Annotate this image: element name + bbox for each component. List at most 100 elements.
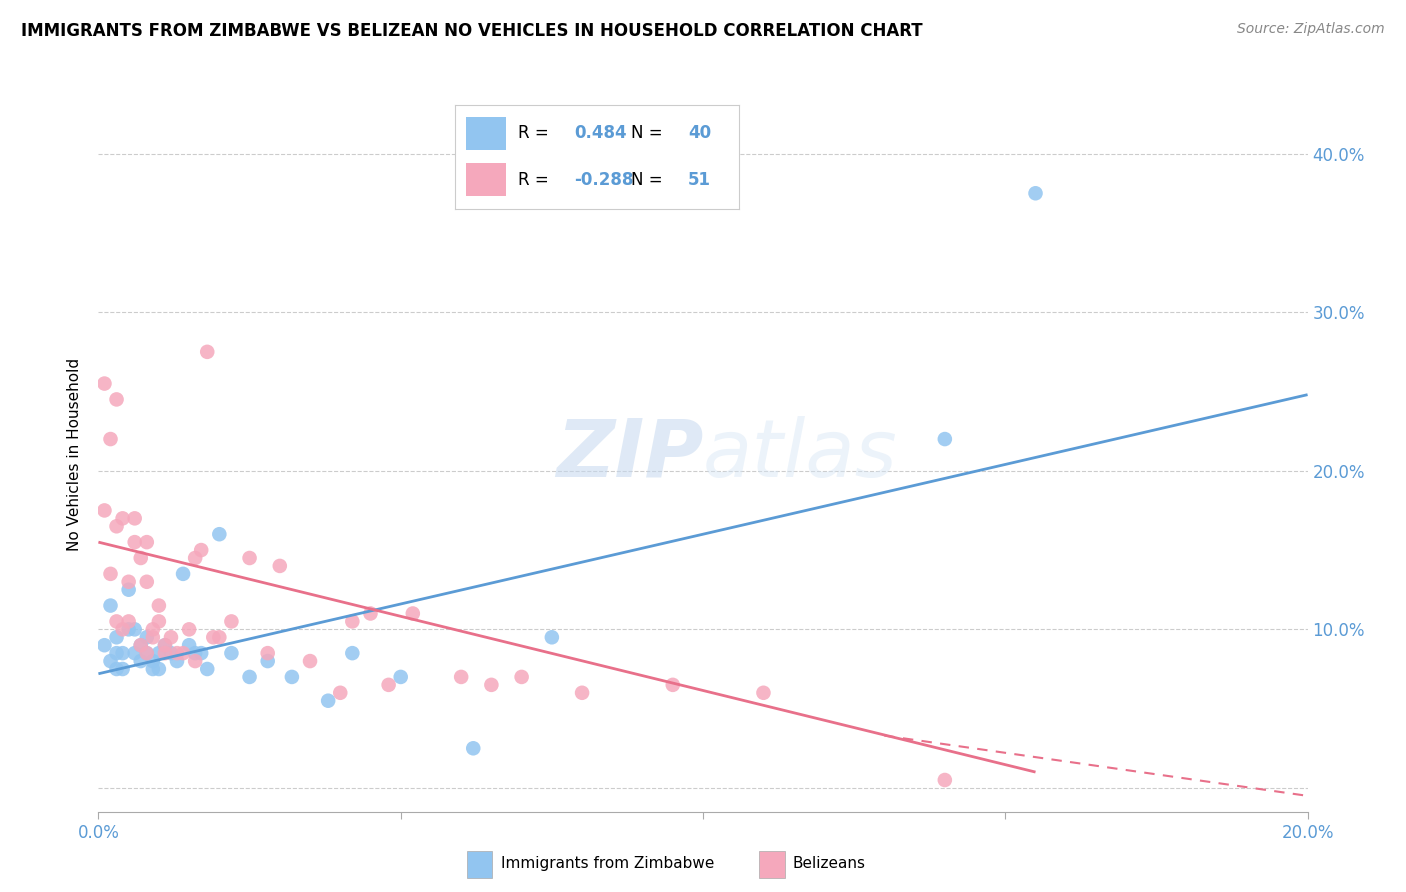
Point: [129, 551, 152, 566]
Point: [111, 623, 134, 637]
Point: [111, 646, 134, 660]
Point: [256, 654, 278, 668]
Point: [184, 646, 207, 660]
FancyBboxPatch shape: [759, 851, 785, 878]
Point: [463, 741, 485, 756]
Y-axis label: No Vehicles in Household: No Vehicles in Household: [67, 359, 83, 551]
Point: [148, 662, 170, 676]
Point: [316, 694, 339, 708]
Point: [184, 654, 207, 668]
Point: [1024, 186, 1046, 201]
Point: [221, 615, 243, 629]
Point: [221, 646, 243, 660]
Point: [256, 646, 278, 660]
Point: [129, 638, 152, 652]
Point: [93, 503, 115, 517]
Text: atlas: atlas: [703, 416, 898, 494]
Point: [148, 599, 170, 613]
Point: [142, 630, 165, 644]
Point: [93, 376, 115, 391]
Point: [100, 599, 122, 613]
Point: [208, 630, 231, 644]
Point: [342, 615, 364, 629]
Point: [190, 646, 212, 660]
Point: [100, 432, 122, 446]
Point: [105, 646, 128, 660]
Point: [153, 638, 176, 652]
Point: [105, 392, 128, 407]
Text: ZIP: ZIP: [555, 416, 703, 494]
Point: [190, 543, 212, 558]
Point: [360, 607, 382, 621]
Point: [105, 662, 128, 676]
Point: [450, 670, 472, 684]
Point: [239, 670, 262, 684]
Point: [540, 630, 562, 644]
Point: [202, 630, 225, 644]
Point: [118, 582, 141, 597]
Point: [105, 615, 128, 629]
Point: [160, 646, 183, 660]
Text: Immigrants from Zimbabwe: Immigrants from Zimbabwe: [501, 855, 714, 871]
Point: [142, 654, 165, 668]
Point: [93, 638, 115, 652]
Point: [142, 662, 165, 676]
Point: [111, 511, 134, 525]
Point: [118, 615, 141, 629]
Point: [135, 646, 157, 660]
Point: [389, 670, 412, 684]
Point: [377, 678, 399, 692]
FancyBboxPatch shape: [467, 851, 492, 878]
Point: [662, 678, 685, 692]
Text: IMMIGRANTS FROM ZIMBABWE VS BELIZEAN NO VEHICLES IN HOUSEHOLD CORRELATION CHART: IMMIGRANTS FROM ZIMBABWE VS BELIZEAN NO …: [21, 22, 922, 40]
Point: [172, 646, 194, 660]
Point: [281, 670, 304, 684]
Point: [299, 654, 322, 668]
Point: [135, 574, 157, 589]
Point: [153, 646, 176, 660]
Point: [105, 519, 128, 533]
Point: [124, 646, 146, 660]
Point: [329, 686, 352, 700]
Point: [135, 630, 157, 644]
Point: [179, 638, 201, 652]
Point: [934, 432, 956, 446]
Point: [179, 623, 201, 637]
Point: [195, 662, 218, 676]
Point: [129, 638, 152, 652]
Point: [752, 686, 775, 700]
Point: [269, 558, 291, 573]
Point: [148, 615, 170, 629]
Point: [402, 607, 425, 621]
Point: [934, 772, 956, 787]
Point: [129, 654, 152, 668]
Point: [135, 535, 157, 549]
Point: [135, 646, 157, 660]
Point: [148, 646, 170, 660]
Text: Source: ZipAtlas.com: Source: ZipAtlas.com: [1237, 22, 1385, 37]
Point: [481, 678, 503, 692]
Point: [105, 630, 128, 644]
Point: [239, 551, 262, 566]
Point: [172, 566, 194, 581]
Point: [124, 535, 146, 549]
Point: [195, 344, 218, 359]
Point: [153, 638, 176, 652]
Point: [571, 686, 593, 700]
Point: [510, 670, 533, 684]
Point: [166, 654, 188, 668]
Point: [124, 511, 146, 525]
Point: [142, 623, 165, 637]
Point: [160, 630, 183, 644]
Point: [118, 574, 141, 589]
Point: [184, 551, 207, 566]
Point: [118, 623, 141, 637]
Point: [100, 654, 122, 668]
Point: [124, 623, 146, 637]
Point: [166, 646, 188, 660]
Point: [100, 566, 122, 581]
Point: [208, 527, 231, 541]
Point: [111, 662, 134, 676]
Point: [342, 646, 364, 660]
Text: Belizeans: Belizeans: [793, 855, 866, 871]
